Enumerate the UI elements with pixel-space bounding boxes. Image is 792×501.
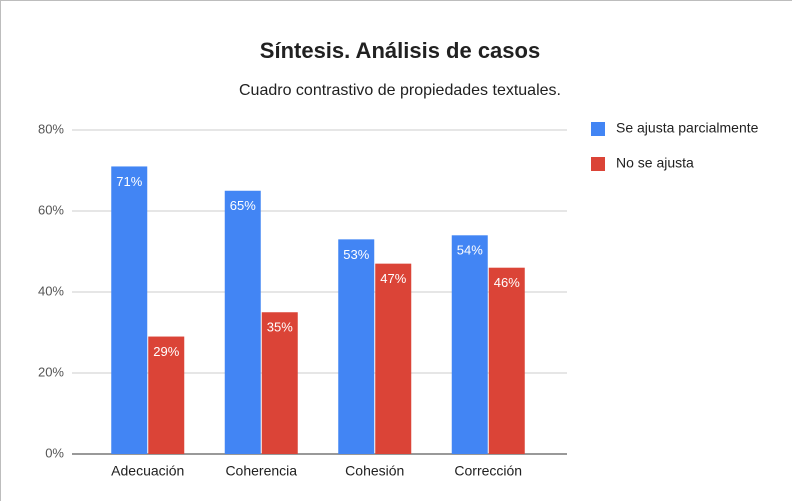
data-label: 54% <box>457 243 483 258</box>
y-tick-label: 40% <box>38 283 64 298</box>
bar <box>375 263 412 454</box>
data-label: 53% <box>343 247 369 262</box>
x-tick-label: Adecuación <box>111 463 184 479</box>
data-label: 46% <box>494 275 520 290</box>
data-label: 47% <box>380 271 406 286</box>
y-tick-label: 20% <box>38 364 64 379</box>
legend-label: Se ajusta parcialmente <box>616 120 759 136</box>
data-label: 35% <box>267 320 293 335</box>
legend-label: No se ajusta <box>616 155 694 171</box>
bar <box>488 267 525 454</box>
bar <box>148 336 185 454</box>
legend-swatch <box>591 157 605 171</box>
chart-subtitle: Cuadro contrastivo de propiedades textua… <box>239 82 561 99</box>
bar <box>224 190 261 454</box>
x-tick-label: Corrección <box>454 463 522 479</box>
bar <box>111 166 148 454</box>
legend-swatch <box>591 122 605 136</box>
x-tick-label: Cohesión <box>345 463 404 479</box>
x-tick-label: Coherencia <box>225 463 297 479</box>
chart-title: Síntesis. Análisis de casos <box>260 38 540 63</box>
data-label: 29% <box>153 344 179 359</box>
bar <box>261 312 298 454</box>
data-label: 65% <box>230 198 256 213</box>
y-tick-label: 60% <box>38 202 64 217</box>
bar <box>451 235 488 454</box>
bar <box>338 239 375 454</box>
data-label: 71% <box>116 174 142 189</box>
y-tick-label: 0% <box>45 445 64 460</box>
y-tick-label: 80% <box>38 121 64 136</box>
